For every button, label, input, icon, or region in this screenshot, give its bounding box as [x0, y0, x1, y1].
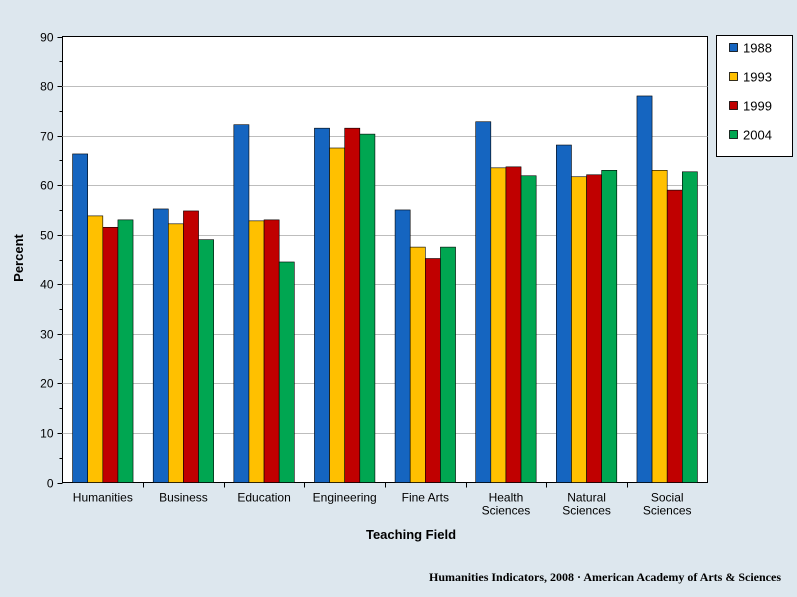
legend-label: 2004: [743, 128, 772, 143]
x-tick-label: Humanities: [73, 491, 133, 505]
bar-2004: [601, 170, 618, 483]
x-tick-label: Education: [237, 491, 290, 505]
bar-2004: [198, 239, 214, 483]
x-tick-label: Business: [159, 491, 208, 505]
bar-1993: [409, 246, 426, 483]
x-tick-labels: Humanities Business Education Engineering Fi…: [73, 491, 692, 518]
bar-1988: [556, 144, 572, 483]
bar-2004: [359, 133, 376, 483]
bar-1999: [344, 127, 361, 483]
bar-1988: [233, 124, 250, 483]
bar-2004: [278, 261, 295, 483]
bar-1988: [394, 209, 411, 483]
legend-label: 1988: [743, 41, 772, 56]
y-tick-label: 30: [40, 328, 54, 342]
bar-1999: [183, 210, 199, 483]
bar-1999: [263, 219, 280, 483]
bar-1999: [425, 258, 441, 483]
x-tick-label: Engineering: [313, 491, 377, 505]
axes: [57, 37, 628, 488]
legend-swatch-2004: [729, 130, 738, 139]
source-footer: Humanities Indicators, 2008 · American A…: [429, 570, 781, 584]
y-tick-label: 60: [40, 179, 54, 193]
legend-swatch-1999: [729, 101, 738, 110]
legend: 1988 1993 1999 2004: [716, 35, 793, 157]
x-tick-label: Social: [651, 491, 684, 505]
legend-swatch-1988: [729, 43, 738, 52]
x-tick-label: Natural: [567, 491, 606, 505]
bar-1993: [329, 147, 345, 483]
bars: [72, 95, 698, 483]
bar-1999: [505, 166, 522, 483]
bar-1993: [490, 167, 507, 483]
bar-2004: [520, 175, 537, 483]
bar-2004: [681, 171, 698, 483]
x-tick-label: Health: [489, 491, 524, 505]
legend-swatch-1993: [729, 72, 738, 81]
bar-1988: [475, 121, 492, 483]
bar-1993: [87, 215, 104, 483]
legend-box: [716, 35, 793, 157]
y-tick-label: 90: [40, 31, 54, 45]
legend-label: 1999: [743, 99, 772, 114]
bar-1993: [248, 220, 265, 483]
y-tick-label: 20: [40, 377, 54, 391]
bar-1993: [571, 176, 587, 483]
legend-label: 1993: [743, 70, 772, 85]
bar-1988: [72, 153, 89, 483]
bar-1993: [651, 170, 668, 483]
bar-1999: [586, 174, 602, 483]
bar-2004: [117, 219, 134, 483]
bar-1988: [314, 127, 330, 483]
bar-1993: [168, 223, 184, 483]
bar-1988: [636, 95, 653, 483]
y-tick-label: 80: [40, 80, 54, 94]
x-tick-label: Sciences: [482, 504, 531, 518]
y-tick-label: 0: [47, 477, 54, 491]
y-tick-label: 70: [40, 130, 54, 144]
y-tick-labels: 0 10 20 30 40 50 60 70 80 90: [40, 31, 54, 491]
y-tick-label: 50: [40, 229, 54, 243]
y-tick-label: 10: [40, 427, 54, 441]
y-axis-title: Percent: [11, 233, 26, 281]
x-tick-label: Sciences: [562, 504, 611, 518]
bar-1999: [102, 226, 119, 483]
bar-2004: [440, 246, 456, 483]
x-tick-label: Fine Arts: [402, 491, 449, 505]
bar-1988: [152, 208, 169, 483]
bar-1999: [666, 189, 683, 483]
x-axis-title: Teaching Field: [366, 527, 456, 542]
y-tick-label: 40: [40, 278, 54, 292]
x-tick-label: Sciences: [643, 504, 692, 518]
